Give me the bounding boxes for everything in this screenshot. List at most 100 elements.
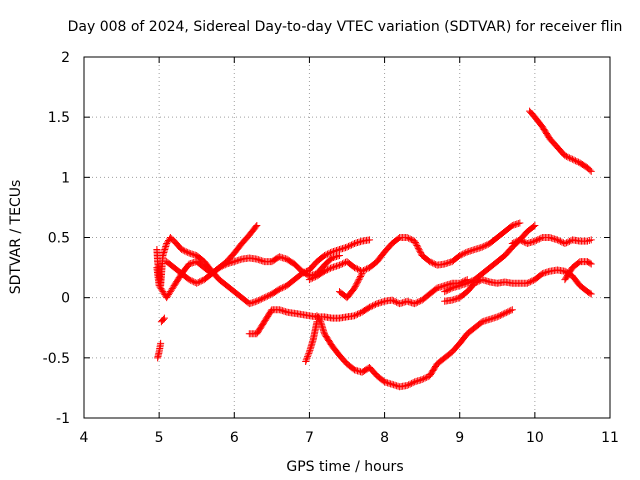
data-point-marker <box>159 315 167 323</box>
data-point-marker <box>256 296 264 304</box>
data-point-marker <box>354 310 362 318</box>
data-point-marker <box>513 237 521 245</box>
data-point-marker <box>360 266 368 274</box>
data-point-marker <box>322 251 330 259</box>
data-point-marker <box>586 289 594 297</box>
data-point-marker <box>259 294 267 302</box>
data-point-marker <box>409 379 417 387</box>
data-point-marker <box>363 265 371 273</box>
data-point-marker <box>304 351 312 359</box>
data-point-marker <box>462 249 470 257</box>
data-point-marker <box>370 301 378 309</box>
data-point-marker <box>326 249 334 257</box>
data-point-marker <box>525 279 533 287</box>
data-point-marker <box>499 310 507 318</box>
data-point-marker <box>252 223 260 231</box>
series-track-a <box>154 339 165 362</box>
data-markers <box>153 107 595 391</box>
data-point-marker <box>390 297 398 305</box>
series-track-n <box>561 258 595 284</box>
data-point-marker <box>516 219 524 227</box>
data-point-marker <box>517 237 525 245</box>
data-point-marker <box>346 242 354 250</box>
data-point-marker <box>357 272 365 280</box>
data-point-marker <box>325 265 333 273</box>
data-point-marker <box>260 294 268 302</box>
data-point-marker <box>587 167 595 175</box>
x-tick-label: 4 <box>80 430 89 446</box>
data-point-marker <box>535 235 543 243</box>
data-point-marker <box>408 236 416 244</box>
data-point-marker <box>197 277 205 285</box>
data-point-marker <box>325 249 333 257</box>
data-point-marker <box>351 284 359 292</box>
data-point-marker <box>187 276 195 284</box>
data-point-marker <box>196 278 204 286</box>
data-point-marker <box>423 373 431 381</box>
data-point-marker <box>564 238 572 246</box>
data-point-marker <box>178 246 186 254</box>
data-point-marker <box>184 248 192 256</box>
data-point-marker <box>505 307 513 315</box>
y-tick-label: 1 <box>61 170 70 186</box>
x-axis-label: GPS time / hours <box>286 459 403 475</box>
data-point-marker <box>190 278 198 286</box>
y-tick-label: -0.5 <box>43 351 70 367</box>
data-point-marker <box>320 267 328 275</box>
data-point-marker <box>463 279 471 287</box>
data-point-marker <box>587 236 595 244</box>
data-point-marker <box>411 239 419 247</box>
data-point-marker <box>429 259 437 267</box>
data-point-marker <box>369 302 377 310</box>
data-point-marker <box>221 261 229 269</box>
data-point-marker <box>561 152 569 160</box>
data-point-marker <box>406 380 414 388</box>
data-point-marker <box>561 240 569 248</box>
data-point-marker <box>313 318 321 326</box>
data-point-marker <box>169 283 177 291</box>
data-point-marker <box>366 303 374 311</box>
data-point-marker <box>411 237 419 245</box>
data-point-marker <box>335 252 343 260</box>
data-point-marker <box>352 264 360 272</box>
data-point-marker <box>157 339 165 347</box>
data-point-marker <box>253 221 261 229</box>
data-point-marker <box>480 242 488 250</box>
x-tick-label: 8 <box>380 430 389 446</box>
data-point-marker <box>523 279 531 287</box>
x-tick-label: 6 <box>230 430 239 446</box>
x-tick-label: 10 <box>526 430 544 446</box>
chart-title: Day 008 of 2024, Sidereal Day-to-day VTE… <box>68 19 623 35</box>
data-point-marker <box>457 251 465 259</box>
data-point-marker <box>478 243 486 251</box>
data-point-marker <box>358 270 366 278</box>
data-point-marker <box>320 252 328 260</box>
data-point-marker <box>496 311 504 319</box>
data-point-marker <box>351 283 359 291</box>
data-point-marker <box>338 260 346 268</box>
data-point-marker <box>565 154 573 162</box>
y-axis-ticks: -1 -0.5 0 0.5 1 1.5 2 <box>43 50 610 427</box>
data-point-marker <box>501 309 509 317</box>
data-point-marker <box>345 242 353 250</box>
y-axis-label: SDTVAR / TECUs <box>8 180 24 295</box>
data-point-marker <box>562 239 570 247</box>
data-point-marker <box>302 357 310 365</box>
data-point-marker <box>586 166 594 174</box>
data-point-marker <box>481 242 489 250</box>
data-point-marker <box>564 153 572 161</box>
data-point-marker <box>405 234 413 242</box>
x-tick-label: 7 <box>305 430 314 446</box>
data-point-marker <box>308 274 316 282</box>
data-point-marker <box>403 382 411 390</box>
data-point-marker <box>366 236 374 244</box>
data-point-marker <box>568 155 576 163</box>
data-point-marker <box>416 247 424 255</box>
data-point-marker <box>185 276 193 284</box>
data-point-marker <box>534 236 542 244</box>
data-point-marker <box>253 297 261 305</box>
data-point-marker <box>441 288 449 296</box>
data-point-marker <box>263 292 271 300</box>
data-point-marker <box>583 237 591 245</box>
data-point-marker <box>408 379 416 387</box>
